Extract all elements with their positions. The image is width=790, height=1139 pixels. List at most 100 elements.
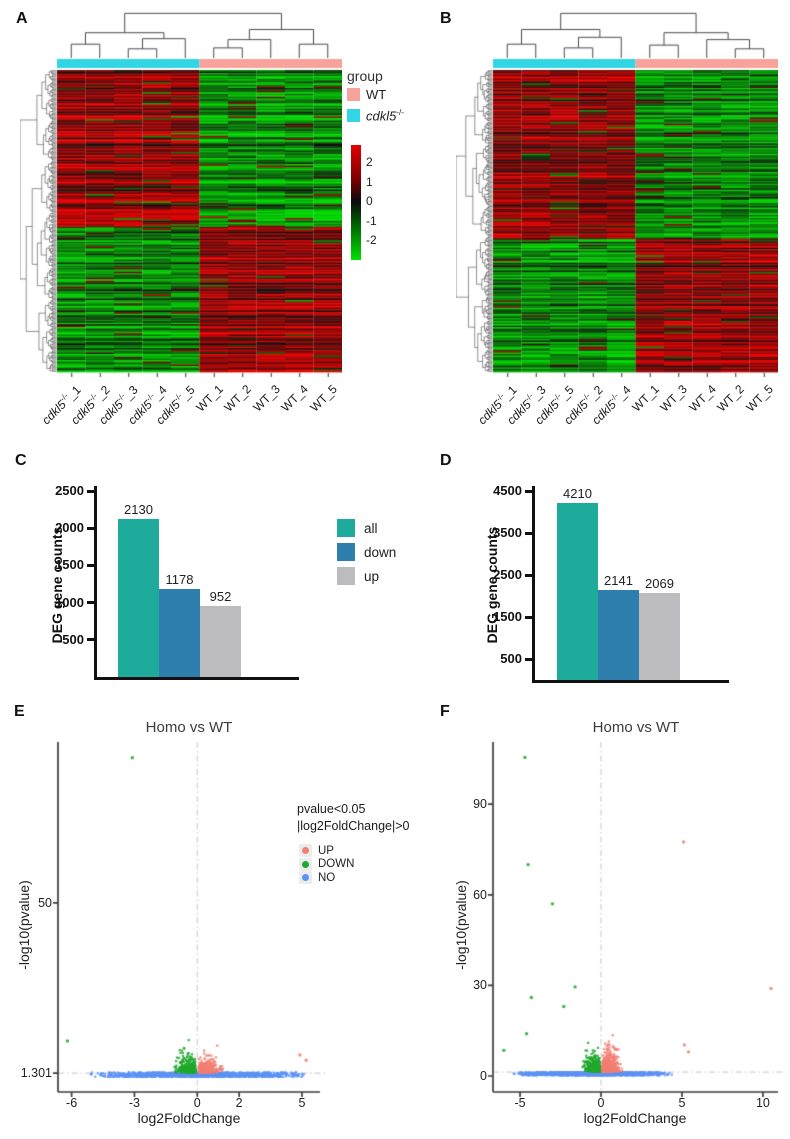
sample-label: WT_1 xyxy=(193,382,226,415)
group-legend-label: cdkl5-/- xyxy=(366,108,404,124)
volcano-legend-label: UP xyxy=(318,844,334,857)
bar-legend-swatch-down xyxy=(337,543,355,561)
group-legend-label: WT xyxy=(366,87,387,102)
bar-y-tick xyxy=(87,526,94,530)
x-tick-label: 0 xyxy=(193,1096,201,1110)
sample-label: WT_3 xyxy=(250,382,283,415)
panel-label-d: D xyxy=(440,452,452,469)
bar-y-tick-label: 1500 xyxy=(493,609,522,624)
bar-y-tick xyxy=(525,531,532,535)
volcano-legend-dot-up xyxy=(302,847,309,854)
bar-down xyxy=(159,589,200,677)
x-tick-label: 0 xyxy=(597,1096,605,1110)
y-tick-label: 60 xyxy=(473,887,487,902)
volcano-e-ylabel: -log10(pvalue) xyxy=(16,880,32,970)
bar-y-tick xyxy=(87,489,94,493)
volcano-legend-label: NO xyxy=(318,871,336,884)
y-tick-label: 30 xyxy=(473,978,487,993)
y-tick-label: 50 xyxy=(38,895,52,910)
bar-y-tick-label: 500 xyxy=(62,631,84,647)
x-tick-label: 10 xyxy=(755,1096,770,1110)
volcano-legend-title-2: |log2FoldChange|>0 xyxy=(297,819,410,833)
bar-value-label: 2069 xyxy=(645,576,674,592)
bar-value-label: 2141 xyxy=(604,573,633,589)
y-tick-label: 0 xyxy=(480,1068,487,1083)
bar-y-tick xyxy=(87,601,94,605)
volcano-legend-label: DOWN xyxy=(318,858,355,870)
sample-label: WT_5 xyxy=(307,382,340,415)
bar-up xyxy=(639,593,680,680)
sample-label: WT_3 xyxy=(657,382,691,415)
volcano-legend-title-1: pvalue<0.05 xyxy=(297,802,366,816)
bar-up xyxy=(200,606,241,677)
group-legend-title: group xyxy=(347,68,383,84)
x-tick-label: 5 xyxy=(298,1096,306,1110)
volcano-e-title: Homo vs WT xyxy=(145,719,233,736)
volcano-e-xlabel: log2FoldChange xyxy=(137,1110,241,1126)
x-tick-label: 5 xyxy=(678,1096,686,1110)
bar-y-tick xyxy=(525,489,532,493)
bar-x-axis xyxy=(532,680,729,683)
sample-label: WT_5 xyxy=(743,382,776,415)
sample-label: WT_1 xyxy=(629,382,662,415)
heatmap-colorbar xyxy=(351,145,361,260)
bar-legend-swatch-all xyxy=(337,519,355,537)
bar-value-label: 1178 xyxy=(165,572,194,588)
bar-value-label: 952 xyxy=(209,589,232,605)
sample-label: WT_4 xyxy=(278,382,312,415)
panel-label-f: F xyxy=(440,703,450,720)
bar-down xyxy=(598,590,639,680)
volcano-f-xlabel: log2FoldChange xyxy=(583,1110,687,1126)
colorbar-tick-label: 1 xyxy=(366,174,373,189)
x-tick-label: -3 xyxy=(128,1096,140,1110)
bar-legend-label: all xyxy=(364,521,378,536)
volcano-f-canvas xyxy=(480,736,788,1100)
heatmap-b-canvas xyxy=(456,8,778,380)
bar-value-label: 4210 xyxy=(563,486,592,502)
bar-y-tick xyxy=(87,638,94,642)
bar-y-tick-label: 3500 xyxy=(493,525,522,540)
panel-label-e: E xyxy=(14,703,25,720)
group-legend-swatch xyxy=(347,88,360,101)
colorbar-tick-label: -1 xyxy=(366,213,377,228)
sample-label: WT_4 xyxy=(686,382,719,415)
bar-y-axis xyxy=(532,486,535,683)
bar-y-axis xyxy=(94,486,97,680)
volcano-e-canvas xyxy=(46,736,336,1100)
bar-y-tick xyxy=(525,615,532,619)
bar-x-axis xyxy=(94,677,299,680)
group-legend-swatch xyxy=(347,109,360,122)
bar-y-tick-label: 2500 xyxy=(55,483,84,498)
colorbar-tick-label: 2 xyxy=(366,155,373,170)
colorbar-tick-label: 0 xyxy=(366,194,373,209)
x-tick-label: 2 xyxy=(235,1096,243,1110)
bar-all xyxy=(557,503,598,680)
bar-value-label: 2130 xyxy=(124,501,153,517)
bar-all xyxy=(118,518,159,677)
colorbar-tick-label: -2 xyxy=(366,233,377,248)
bar-y-tick-label: 2000 xyxy=(55,520,84,536)
bar-y-tick-label: 2500 xyxy=(493,567,522,582)
volcano-f-title: Homo vs WT xyxy=(592,719,680,736)
bar-y-tick-label: 1500 xyxy=(55,557,84,573)
bar-y-tick xyxy=(525,657,532,661)
bar-legend-label: up xyxy=(364,569,380,584)
bar-legend-swatch-up xyxy=(337,567,355,585)
x-tick-label: -6 xyxy=(66,1096,78,1110)
sample-label: WT_2 xyxy=(221,382,255,415)
bar-y-tick xyxy=(87,563,94,567)
y-tick-label: 90 xyxy=(473,797,487,812)
sample-label: WT_2 xyxy=(714,382,748,415)
bar-y-tick xyxy=(525,573,532,577)
y-tick-label: 1.301 xyxy=(20,1066,52,1081)
bar-y-tick-label: 4500 xyxy=(493,483,522,498)
volcano-legend-dot-no xyxy=(302,874,309,881)
heatmap-a-canvas xyxy=(20,8,342,380)
panel-label-b: B xyxy=(440,10,452,27)
bar-y-tick-label: 500 xyxy=(500,651,522,666)
bar-legend-label: down xyxy=(364,545,397,560)
bar-y-tick-label: 1000 xyxy=(55,594,84,610)
x-tick-label: -5 xyxy=(514,1096,526,1110)
volcano-legend-dot-down xyxy=(302,860,309,868)
